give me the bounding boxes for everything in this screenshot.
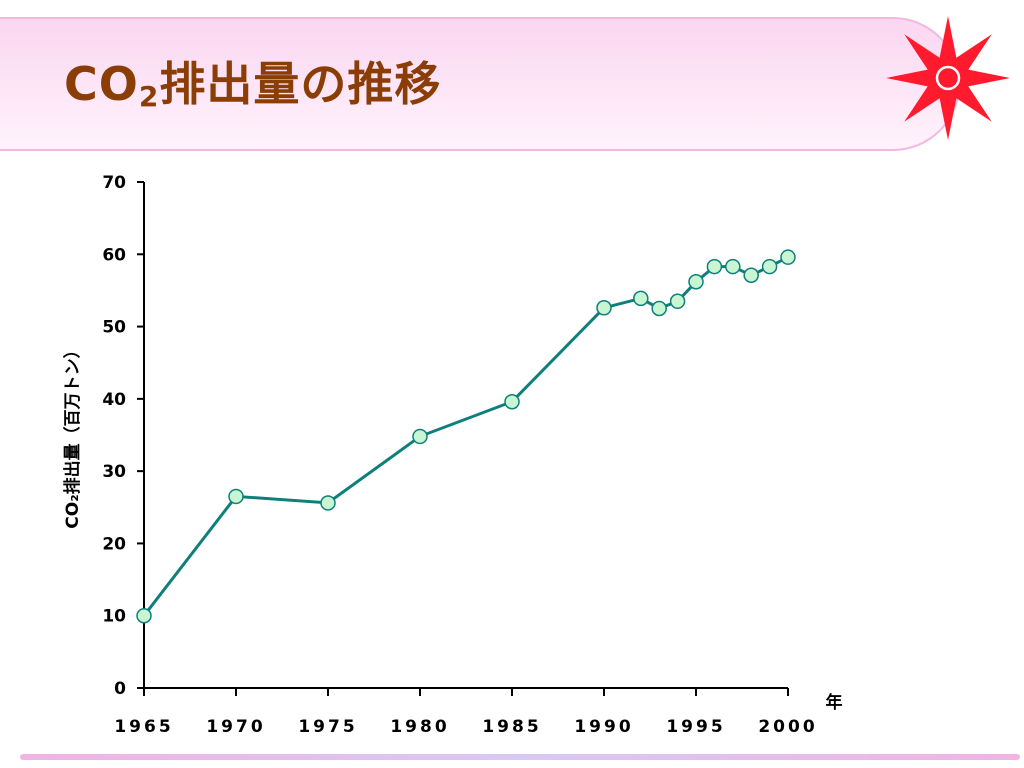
data-point-marker [761,258,778,275]
y-tick-label: 0 [114,679,126,699]
y-tick-label: 30 [102,462,126,482]
x-tick-label: 1975 [298,717,357,737]
data-point-marker [228,488,244,505]
city-emblem-logo [886,16,1010,140]
x-axis-label: 年 [826,692,843,713]
x-tick-label: 1980 [390,717,449,737]
series-line-group [136,249,796,624]
y-tick-label: 50 [102,318,126,338]
data-point-marker [504,393,520,410]
y-tick-label: 70 [102,173,126,193]
data-point-marker [743,267,759,283]
data-point-marker [651,300,667,317]
page-title: CO2排出量の推移 [64,48,441,114]
x-tick-label: 1995 [666,717,725,737]
data-point-marker [136,607,152,624]
data-point-marker [725,258,741,275]
y-tick-label: 60 [102,245,126,265]
bottom-divider [20,754,1020,760]
data-point-marker [780,249,796,265]
y-axis-ticks: 0 10 20 30 40 50 60 70 [102,173,144,699]
y-tick-label: 10 [102,607,126,627]
x-tick-label: 1970 [206,717,265,737]
data-point-marker [320,495,336,511]
x-tick-label: 1965 [114,717,173,737]
y-tick-label: 20 [102,534,126,554]
data-point-marker [706,258,723,275]
emblem-star-polygon [886,16,1010,140]
x-tick-label: 2000 [758,717,817,737]
data-point-marker [596,300,612,316]
chart-axes [143,182,788,689]
title-prefix: CO [64,57,139,111]
y-tick-label: 40 [102,390,126,410]
x-tick-label: 1990 [574,717,633,737]
co2-line-chart: 0 10 20 30 40 50 60 70 1965 1970 1975 1980 1985 1990… [62,173,843,737]
x-axis-ticks: 1965 1970 1975 1980 1985 1990 1995 2000 [114,688,817,737]
emblem-star-shape [886,16,1010,140]
series-line [142,255,789,617]
data-point-marker [633,290,649,307]
axis-labels: 年 CO₂排出量（百万トン） [62,341,843,713]
data-point-marker [412,428,428,445]
title-suffix: 排出量の推移 [159,57,442,111]
y-axis-label: CO₂排出量（百万トン） [62,341,83,528]
title-banner [0,17,960,151]
title-subscript: 2 [138,80,160,113]
data-point-marker [688,274,704,290]
emblem-center-ring [935,65,961,91]
x-tick-label: 1985 [482,717,541,737]
data-point-marker [669,293,686,310]
